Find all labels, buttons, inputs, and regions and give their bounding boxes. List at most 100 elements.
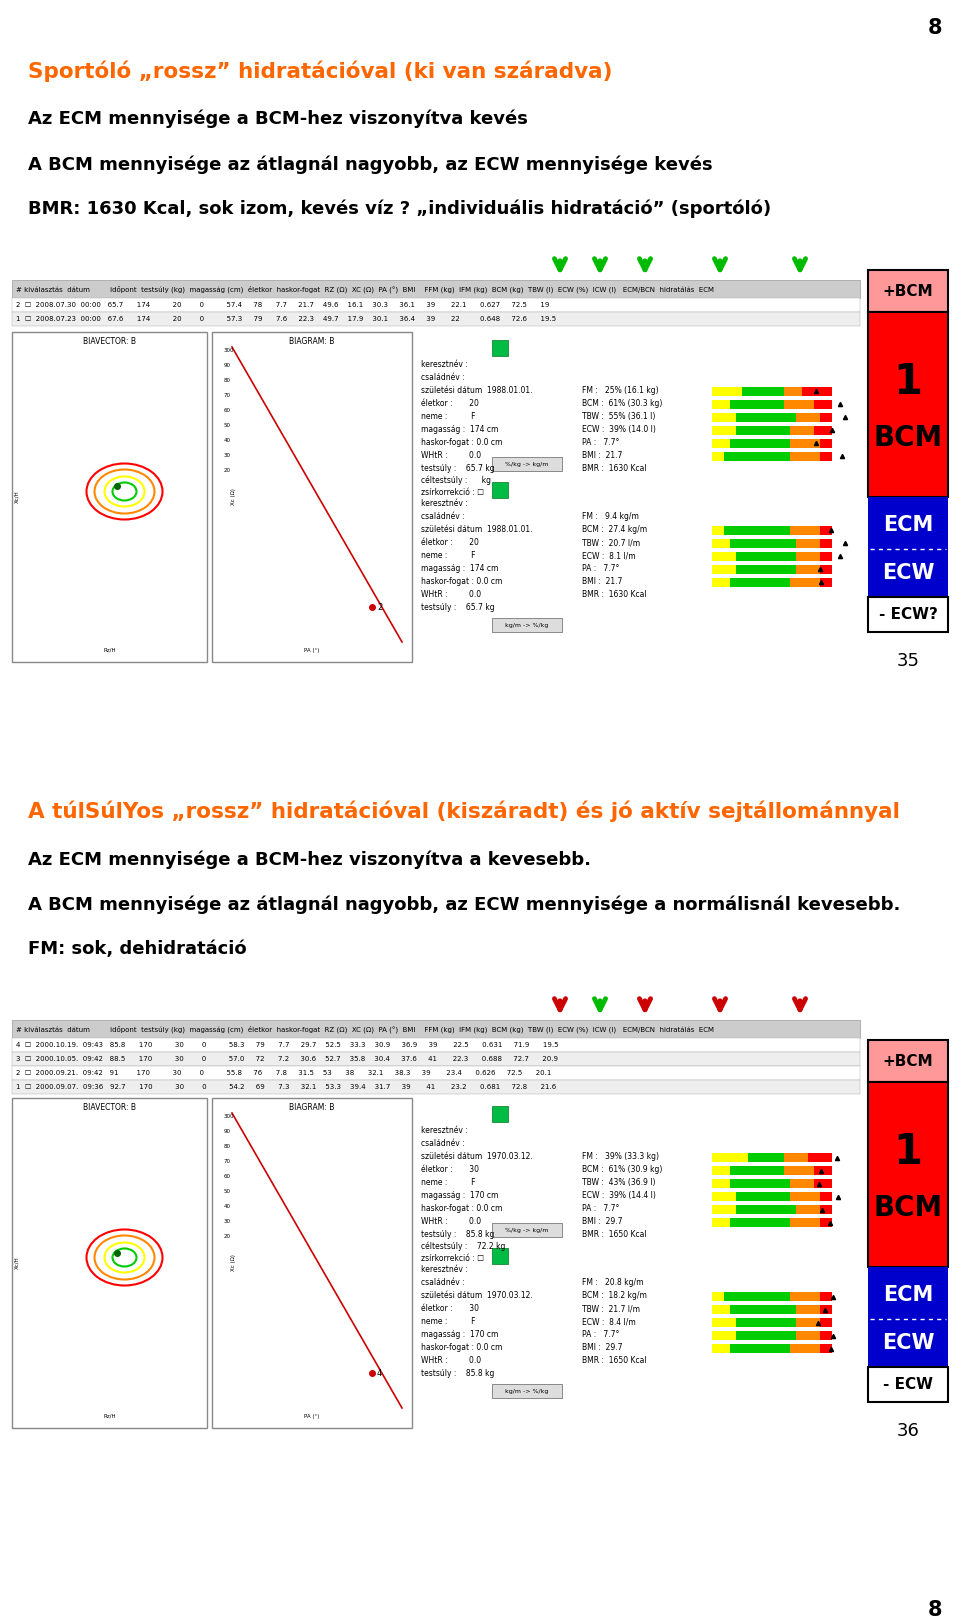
- Bar: [820, 1331, 832, 1341]
- Bar: [736, 413, 796, 423]
- Text: WHtR :         0.0: WHtR : 0.0: [421, 589, 481, 599]
- Text: kg/m -> %/kg: kg/m -> %/kg: [505, 622, 549, 628]
- Bar: [820, 1292, 832, 1302]
- Text: magasság :  170 cm: magasság : 170 cm: [421, 1329, 498, 1339]
- Bar: [868, 312, 948, 497]
- Text: ECW :  39% (14.0 l): ECW : 39% (14.0 l): [582, 426, 656, 434]
- Text: életkor :       30: életkor : 30: [421, 1166, 479, 1174]
- Text: zsírkorrekció : ☐: zsírkorrekció : ☐: [421, 1255, 484, 1263]
- Text: ECW :  8.4 l/m: ECW : 8.4 l/m: [582, 1316, 636, 1326]
- Bar: [808, 1153, 832, 1162]
- Bar: [784, 400, 814, 410]
- Text: WHtR :         0.0: WHtR : 0.0: [421, 1357, 481, 1365]
- Text: BCM :  27.4 kg/m: BCM : 27.4 kg/m: [582, 525, 647, 534]
- Text: BMR :  1630 Kcal: BMR : 1630 Kcal: [582, 589, 647, 599]
- Text: BMI :  21.7: BMI : 21.7: [582, 452, 622, 460]
- Text: 80: 80: [224, 377, 231, 384]
- Text: keresztnév :: keresztnév :: [421, 359, 468, 369]
- Text: BMR :  1630 Kcal: BMR : 1630 Kcal: [582, 465, 647, 473]
- Bar: [868, 270, 948, 312]
- Text: TBW :  21.7 l/m: TBW : 21.7 l/m: [582, 1303, 640, 1313]
- Text: 60: 60: [224, 408, 231, 413]
- Text: BCM :  61% (30.9 kg): BCM : 61% (30.9 kg): [582, 1166, 662, 1174]
- Text: életkor :       20: életkor : 20: [421, 538, 479, 547]
- Text: testsúly :    85.8 kg: testsúly : 85.8 kg: [421, 1370, 494, 1378]
- Bar: [724, 526, 790, 534]
- Bar: [12, 1038, 860, 1052]
- Text: 40: 40: [224, 1205, 231, 1209]
- Bar: [492, 618, 562, 631]
- Bar: [730, 1179, 790, 1188]
- Text: 30: 30: [224, 1219, 231, 1224]
- Text: PA (°): PA (°): [304, 1413, 320, 1418]
- Text: születési dátum  1970.03.12.: születési dátum 1970.03.12.: [421, 1153, 533, 1161]
- Text: 50: 50: [224, 423, 231, 427]
- Bar: [712, 1331, 736, 1341]
- Bar: [796, 565, 820, 575]
- Bar: [730, 400, 784, 410]
- Bar: [748, 1153, 784, 1162]
- Text: PA :   7.7°: PA : 7.7°: [582, 563, 619, 573]
- Bar: [820, 413, 832, 423]
- Text: Xc/H: Xc/H: [14, 1256, 19, 1269]
- Text: 35: 35: [897, 652, 920, 670]
- Text: +BCM: +BCM: [882, 283, 933, 298]
- Text: keresztnév :: keresztnév :: [421, 1264, 468, 1274]
- Bar: [712, 1166, 730, 1175]
- Bar: [790, 452, 820, 461]
- Bar: [814, 400, 832, 410]
- Bar: [712, 1217, 730, 1227]
- Bar: [712, 387, 742, 397]
- Bar: [820, 578, 832, 588]
- Text: családnév :: családnév :: [421, 512, 465, 521]
- Bar: [712, 1318, 736, 1328]
- Bar: [736, 1205, 796, 1214]
- Text: 20: 20: [224, 468, 231, 473]
- Text: 70: 70: [224, 393, 231, 398]
- Text: 80: 80: [224, 1145, 231, 1149]
- Bar: [712, 400, 730, 410]
- Bar: [790, 578, 820, 588]
- Text: +BCM: +BCM: [882, 1054, 933, 1069]
- Text: BCM :  18.2 kg/m: BCM : 18.2 kg/m: [582, 1290, 647, 1300]
- Bar: [820, 552, 832, 562]
- Text: BMI :  29.7: BMI : 29.7: [582, 1217, 622, 1226]
- Bar: [790, 1344, 820, 1353]
- Bar: [784, 1166, 814, 1175]
- Text: életkor :       30: életkor : 30: [421, 1303, 479, 1313]
- Text: neme :          F: neme : F: [421, 411, 475, 421]
- Bar: [796, 1205, 820, 1214]
- Text: családnév :: családnév :: [421, 1140, 465, 1148]
- Text: 2: 2: [377, 602, 382, 612]
- Text: TBW :  43% (36.9 l): TBW : 43% (36.9 l): [582, 1179, 656, 1187]
- Text: Az ECM mennyisége a BCM-hez viszonyítva a kevesebb.: Az ECM mennyisége a BCM-hez viszonyítva …: [28, 850, 591, 868]
- Text: PA (°): PA (°): [304, 648, 320, 652]
- Bar: [868, 1081, 948, 1268]
- Bar: [492, 1384, 562, 1397]
- Bar: [796, 539, 820, 547]
- Bar: [712, 1292, 724, 1302]
- Bar: [730, 539, 796, 547]
- Bar: [820, 1305, 832, 1315]
- Text: neme :          F: neme : F: [421, 1316, 475, 1326]
- Bar: [212, 332, 412, 662]
- Text: FM :   20.8 kg/m: FM : 20.8 kg/m: [582, 1277, 643, 1287]
- Text: 1: 1: [894, 361, 923, 403]
- Text: ECW :  39% (14.4 l): ECW : 39% (14.4 l): [582, 1192, 656, 1200]
- Text: Rz/H: Rz/H: [103, 648, 116, 652]
- Bar: [814, 426, 832, 436]
- Bar: [814, 1166, 832, 1175]
- Bar: [12, 280, 860, 298]
- Text: 4: 4: [377, 1368, 382, 1378]
- Text: - ECW: - ECW: [883, 1378, 933, 1392]
- Text: A BCM mennyisége az átlagnál nagyobb, az ECW mennyisége kevés: A BCM mennyisége az átlagnál nagyobb, az…: [28, 155, 712, 173]
- Bar: [742, 387, 784, 397]
- Text: neme :          F: neme : F: [421, 550, 475, 560]
- Text: BMR :  1650 Kcal: BMR : 1650 Kcal: [582, 1357, 647, 1365]
- Text: ECW :  8.1 l/m: ECW : 8.1 l/m: [582, 550, 636, 560]
- Text: 90: 90: [224, 1128, 231, 1133]
- Text: BCM :  61% (30.3 kg): BCM : 61% (30.3 kg): [582, 398, 662, 408]
- Bar: [712, 1305, 730, 1315]
- Text: haskor-fogat : 0.0 cm: haskor-fogat : 0.0 cm: [421, 1205, 502, 1213]
- Text: TBW :  20.7 l/m: TBW : 20.7 l/m: [582, 538, 640, 547]
